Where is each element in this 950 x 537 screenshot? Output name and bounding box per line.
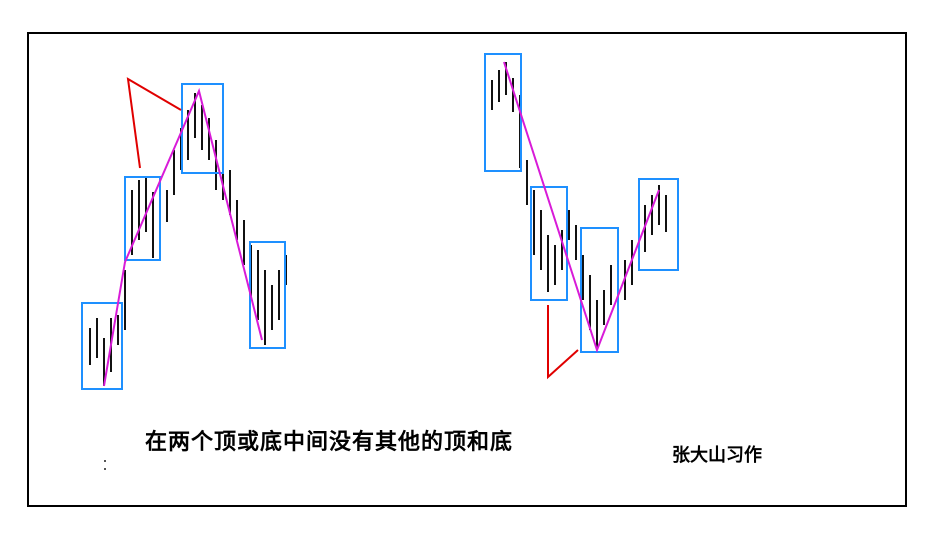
pointer-line-left [126,77,182,169]
stray-mark [104,460,106,462]
caption-main: 在两个顶或底中间没有其他的顶和底 [145,430,514,455]
swing-line-left [103,87,263,387]
pivot-box [638,178,679,271]
pivot-box [81,302,123,390]
pivot-box [124,176,161,261]
swing-line-right [503,61,660,353]
caption-author: 张大山习作 [672,445,762,466]
pivot-box [580,227,619,353]
pointer-lines [126,77,579,380]
stray-mark [104,468,106,470]
price-bars [89,62,667,386]
diagram-frame [27,32,907,507]
pivot-box [484,53,522,172]
pointer-line-right [547,305,579,380]
swing-lines [103,61,660,387]
pivot-box [530,186,568,301]
